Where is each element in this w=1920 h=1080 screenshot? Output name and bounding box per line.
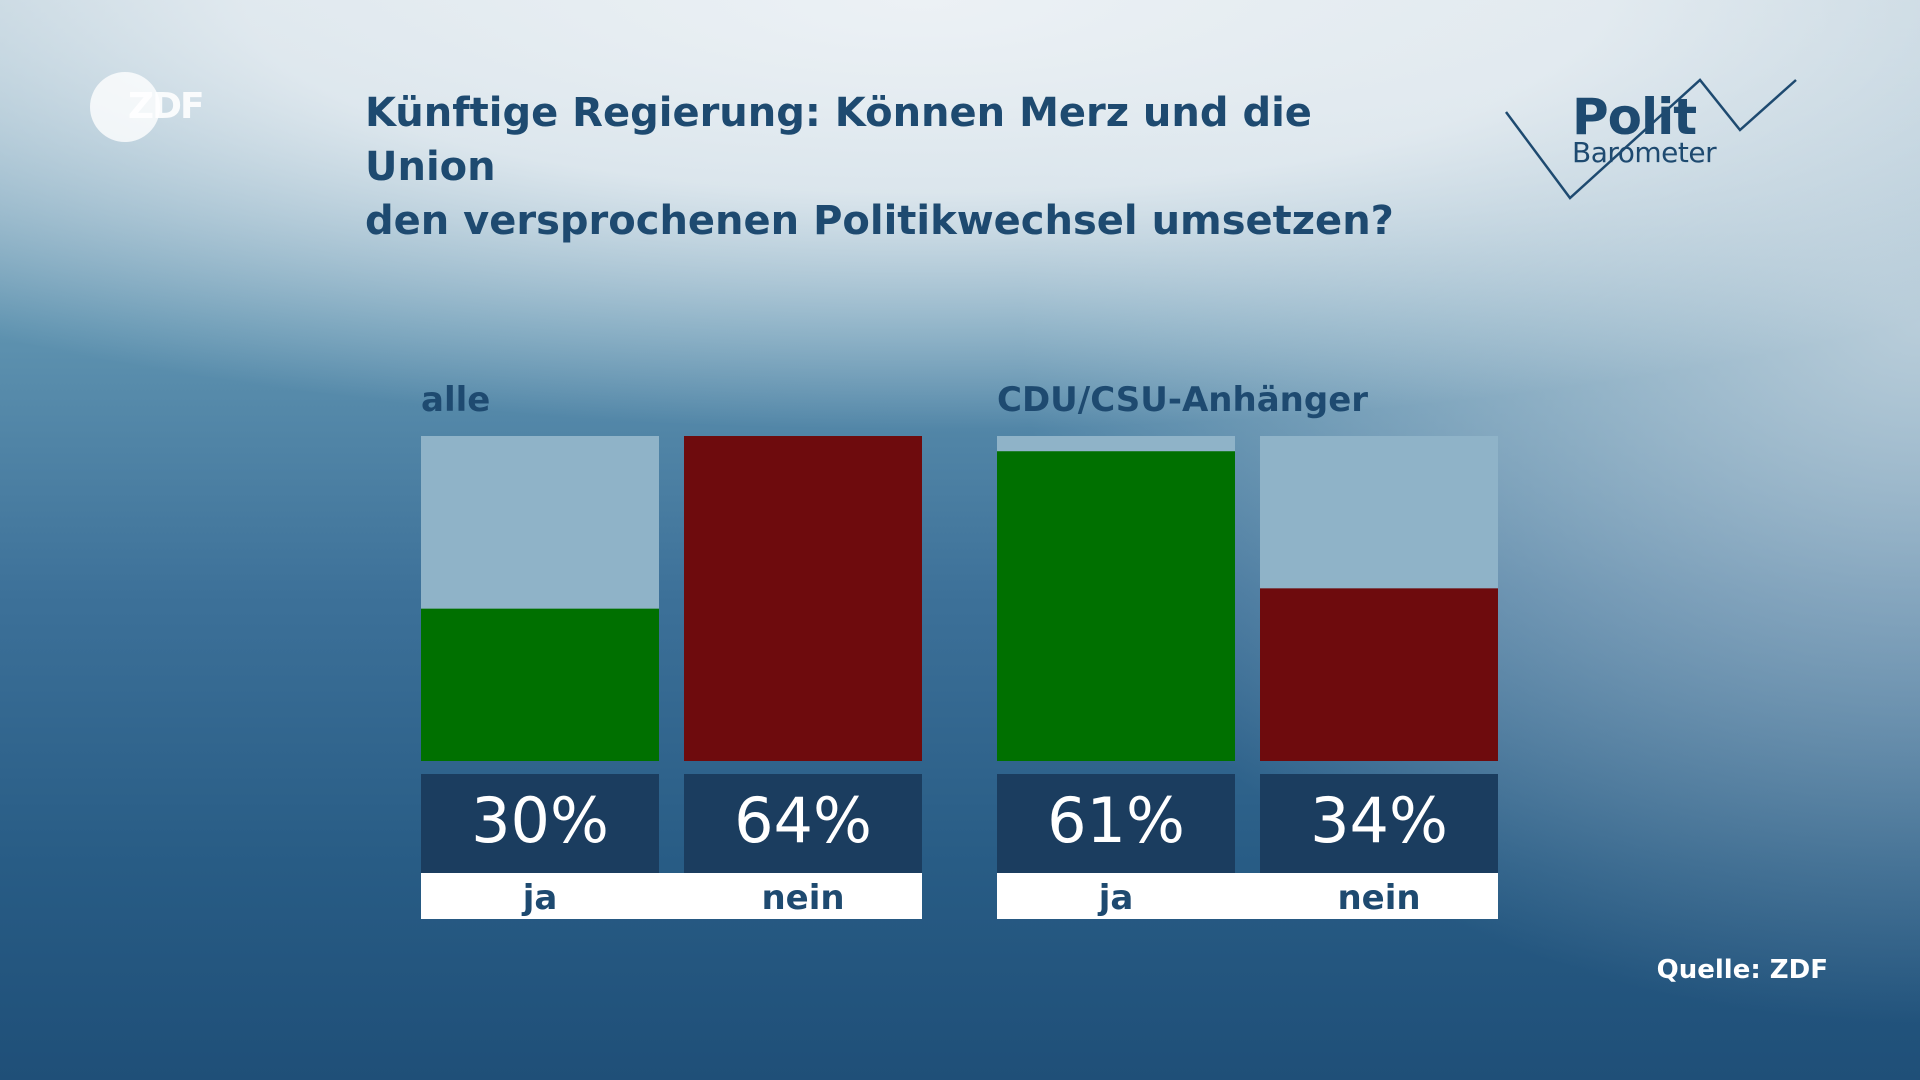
category-label-alle-nein: nein <box>761 878 844 918</box>
value-box-alle-ja <box>421 774 659 873</box>
group-label-alle: alle <box>421 380 491 420</box>
zdf-logo-text: ZDF <box>128 86 205 127</box>
category-label-alle-ja: ja <box>521 878 558 918</box>
value-label-alle-ja: 30% <box>471 784 609 857</box>
value-box-cdu-csu-nein <box>1260 774 1498 873</box>
bar-cdu-csu-nein <box>1260 588 1498 761</box>
value-label-cdu-csu-ja: 61% <box>1047 784 1185 857</box>
value-box-alle-nein <box>684 774 922 873</box>
chart-title: Künftige Regierung: Können Merz und die … <box>365 86 1445 248</box>
chart-title-line-2: den versprochenen Politikwechsel umsetze… <box>365 198 1394 244</box>
politbarometer-zigzag-icon <box>1504 78 1797 200</box>
value-box-cdu-csu-ja <box>997 774 1235 873</box>
category-strip-cdu-csu <box>997 873 1498 919</box>
bar-alle-ja <box>421 608 659 761</box>
value-label-cdu-csu-nein: 34% <box>1310 784 1448 857</box>
zdf-logo: ZDF <box>90 68 230 148</box>
category-strip-alle <box>421 873 922 919</box>
politbarometer-logo: Polit Barometer <box>1500 70 1800 210</box>
chart-title-line-1: Künftige Regierung: Können Merz und die … <box>365 90 1312 190</box>
bar-alle-nein <box>684 436 922 761</box>
politbarometer-logo-polit: Polit <box>1572 88 1697 146</box>
category-label-cdu-csu-nein: nein <box>1337 878 1420 918</box>
politbarometer-logo-barometer: Barometer <box>1572 136 1717 169</box>
value-label-alle-nein: 64% <box>734 784 872 857</box>
source-note: Quelle: ZDF <box>1656 955 1828 985</box>
group-label-cdu-csu: CDU/CSU-Anhänger <box>997 380 1369 420</box>
category-label-cdu-csu-ja: ja <box>1097 878 1134 918</box>
zdf-logo-circle <box>90 72 160 142</box>
bar-cdu-csu-ja <box>997 451 1235 761</box>
